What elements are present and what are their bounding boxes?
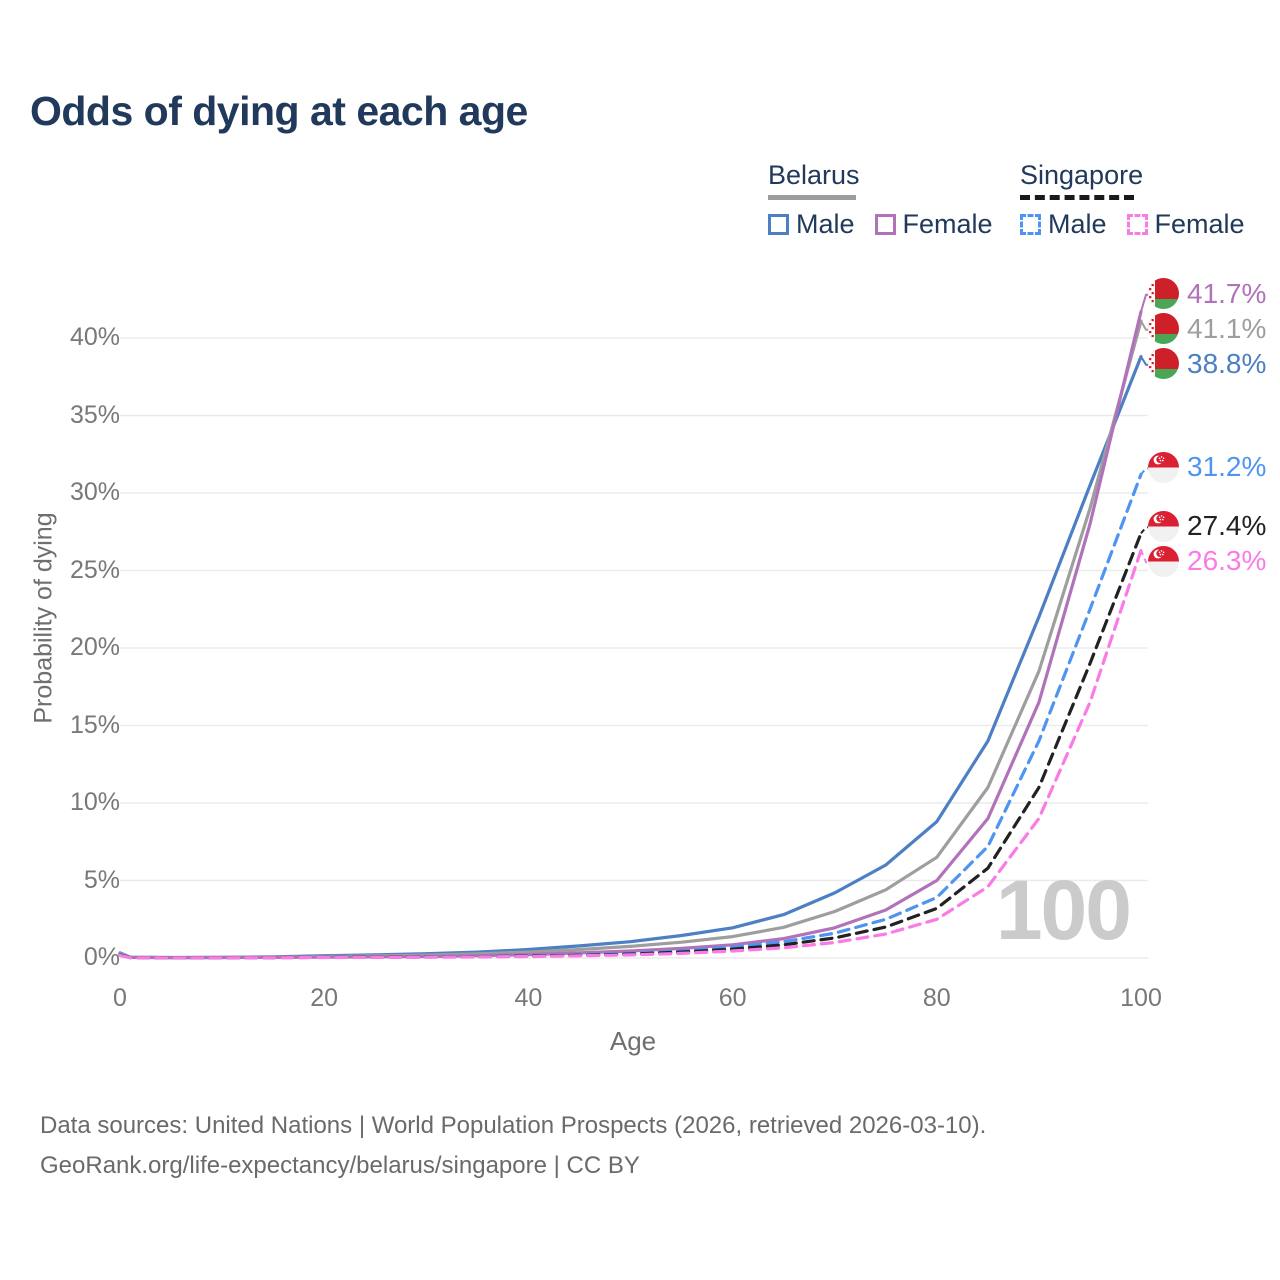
data-source-line: Data sources: United Nations | World Pop… xyxy=(40,1112,987,1139)
attribution-line: GeoRank.org/life-expectancy/belarus/sing… xyxy=(40,1152,640,1179)
singapore-flag-icon xyxy=(1148,510,1179,542)
legend-item-label: Male xyxy=(796,209,855,239)
y-tick-label: 15% xyxy=(69,710,120,739)
singapore-female-swatch-icon xyxy=(1126,214,1148,235)
legend-item-singapore-male[interactable]: Male xyxy=(1020,209,1107,240)
x-tick-label: 100 xyxy=(1120,984,1162,1012)
singapore-male-swatch-icon xyxy=(1020,214,1041,235)
x-tick-label: 0 xyxy=(113,984,127,1012)
page-title: Odds of dying at each age xyxy=(30,88,528,134)
end-label-value: 26.3% xyxy=(1187,545,1267,577)
end-label-singapore-both: 27.4% xyxy=(1148,510,1266,542)
belarus-solid-line-swatch xyxy=(768,195,856,200)
legend-country-belarus[interactable]: Belarus xyxy=(768,160,860,190)
y-tick-label: 30% xyxy=(69,478,120,506)
y-tick-label: 40% xyxy=(69,323,120,351)
y-tick-label: 0% xyxy=(83,943,120,971)
end-label-value: 41.1% xyxy=(1187,312,1267,344)
belarus-male-swatch-icon xyxy=(768,214,789,235)
footer: Data sources: United Nations | World Pop… xyxy=(40,1106,986,1186)
end-label-singapore-male: 31.2% xyxy=(1148,451,1266,483)
y-tick-label: 35% xyxy=(69,400,120,429)
legend-item-belarus-female[interactable]: Female xyxy=(874,209,993,240)
series-line-belarus-female xyxy=(118,310,1143,960)
legend-item-singapore-female[interactable]: Female xyxy=(1126,209,1245,240)
legend-item-label: Female xyxy=(1154,209,1245,239)
legend-item-label: Female xyxy=(902,209,993,239)
singapore-flag-icon xyxy=(1148,545,1179,577)
y-tick-label: 25% xyxy=(69,555,120,584)
end-label-singapore-female: 26.3% xyxy=(1148,545,1266,577)
y-tick-label: 20% xyxy=(69,633,120,661)
end-label-value: 27.4% xyxy=(1187,510,1267,542)
singapore-dashed-line-swatch xyxy=(1020,195,1134,200)
legend-item-label: Male xyxy=(1048,209,1107,239)
end-label-value: 41.7% xyxy=(1187,277,1267,309)
legend-group-belarus: Belarus Male Female xyxy=(768,160,993,240)
end-label-value: 31.2% xyxy=(1187,451,1267,483)
x-tick-label: 20 xyxy=(310,984,339,1012)
y-tick-label: 5% xyxy=(83,865,120,894)
y-tick-label: 10% xyxy=(69,788,120,816)
x-axis-title: Age xyxy=(609,1026,657,1056)
y-axis-title: Probability of dying xyxy=(29,512,58,724)
x-tick-label: 60 xyxy=(718,984,747,1012)
legend-country-singapore[interactable]: Singapore xyxy=(1020,160,1144,190)
end-label-value: 38.8% xyxy=(1187,347,1267,379)
legend-item-belarus-male[interactable]: Male xyxy=(768,209,855,240)
belarus-flag-icon xyxy=(1148,313,1179,345)
x-tick-label: 40 xyxy=(514,984,543,1012)
singapore-flag-icon xyxy=(1148,451,1179,483)
end-label-belarus-male: 38.8% xyxy=(1148,348,1266,380)
watermark-age-100: 100 xyxy=(995,863,1132,957)
belarus-flag-icon xyxy=(1148,278,1179,310)
series-line-belarus-both xyxy=(118,319,1143,960)
legend-group-singapore: Singapore Male Female xyxy=(1020,160,1245,240)
end-label-belarus-both: 41.1% xyxy=(1148,313,1266,345)
x-tick-label: 80 xyxy=(922,984,951,1012)
belarus-female-swatch-icon xyxy=(874,214,896,235)
end-label-belarus-female: 41.7% xyxy=(1148,278,1266,310)
belarus-flag-icon xyxy=(1148,348,1179,380)
